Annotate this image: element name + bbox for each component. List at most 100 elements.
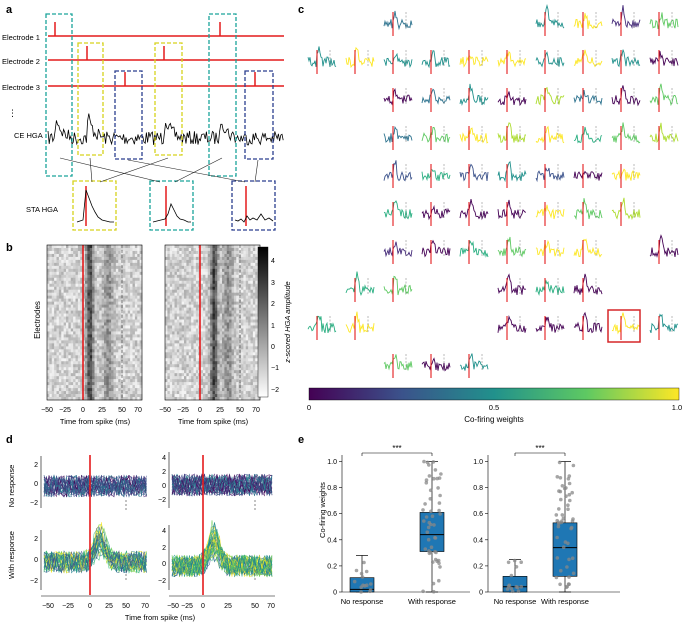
data-point: [433, 535, 437, 540]
e-ytick: 0.8: [473, 485, 483, 492]
electrode-trace: [535, 86, 565, 112]
data-point: [571, 517, 575, 521]
ce-hga-label: CE HGA: [14, 131, 43, 140]
b-xticks-right: −50 −25 0 25 50 70: [159, 407, 260, 414]
data-point: [571, 571, 576, 576]
data-point: [555, 475, 560, 479]
data-point: [507, 583, 512, 588]
d-ytick: 0: [34, 557, 38, 564]
data-point: [566, 477, 571, 481]
data-point: [429, 509, 433, 514]
panel-c: 0 0.5 1.0 Co-firing weights: [307, 3, 682, 424]
electrode-trace: [421, 202, 451, 226]
electrode-trace: [649, 12, 679, 36]
electrode-trace: [611, 197, 641, 226]
electrode-trace: [611, 49, 641, 74]
data-point: [424, 515, 429, 519]
data-point: [561, 545, 566, 549]
data-point: [567, 492, 572, 497]
response-trace: [171, 522, 273, 577]
data-point: [431, 589, 436, 594]
data-point: [568, 498, 572, 503]
data-point: [433, 468, 438, 472]
data-point: [427, 549, 431, 553]
data-point: [430, 514, 435, 518]
electrode-trace: [383, 50, 413, 74]
electrode-trace: [535, 3, 565, 36]
electrode-trace: [611, 5, 641, 36]
response-trace: [171, 473, 273, 496]
b-xlabel-right: Time from spike (ms): [178, 417, 249, 426]
e-ytick: 0.6: [327, 511, 337, 518]
data-point: [566, 582, 571, 586]
data-point: [359, 590, 363, 594]
data-point: [567, 481, 572, 486]
data-point: [423, 502, 427, 506]
d-ytick: −2: [30, 578, 38, 585]
data-point: [368, 589, 372, 594]
electrode-trace: [535, 125, 565, 150]
e-ytick: 0.2: [473, 563, 483, 570]
panel-d: No response With response 2 0 −2 2 0 −2 …: [7, 452, 275, 622]
electrode-trace: [383, 125, 413, 150]
electrode-trace: [649, 234, 679, 264]
data-point: [433, 549, 437, 554]
data-point: [364, 569, 369, 574]
electrode-trace: [459, 83, 489, 112]
cbar-tick: 0.5: [489, 403, 499, 412]
data-point: [559, 568, 563, 573]
d-ytick: −2: [158, 497, 166, 504]
electrode-trace: [611, 122, 641, 150]
electrode-trace: [573, 126, 603, 150]
data-point: [512, 558, 517, 563]
b-xtick: −25: [177, 407, 189, 414]
electrode-trace: [421, 50, 451, 74]
b-xtick: 50: [118, 407, 126, 414]
electrode-trace: [611, 164, 641, 188]
data-point: [369, 582, 373, 586]
panel-e: Co-firing weights 0 0.2 0.4 0.6 0.8 1.0 No res…: [318, 444, 620, 606]
data-point: [432, 476, 436, 481]
sta-hga-label: STA HGA: [26, 205, 58, 214]
d-ytick: 2: [162, 545, 166, 552]
d-markers: [89, 455, 256, 595]
e-ytick: 0.6: [473, 511, 483, 518]
b-xtick: 50: [236, 407, 244, 414]
data-point: [426, 537, 431, 542]
d-xtick: 70: [267, 603, 275, 610]
d-xticks-right: −50 −25 0 25 50 70: [167, 603, 275, 610]
response-trace: [43, 543, 147, 574]
sta-traces: [76, 186, 274, 226]
response-trace: [43, 532, 147, 573]
data-point: [560, 513, 565, 517]
electrode-trace: [649, 50, 679, 74]
significance-label: ***: [392, 444, 401, 453]
electrode-trace: [383, 160, 413, 188]
response-trace: [43, 542, 147, 574]
data-point: [424, 478, 429, 482]
data-point: [555, 556, 560, 560]
response-trace: [43, 474, 147, 497]
b-xtick: −25: [59, 407, 71, 414]
box-iqr: [552, 522, 578, 577]
cbar-tick: 3: [271, 280, 275, 287]
data-point: [556, 522, 561, 526]
data-point: [359, 571, 364, 576]
d-yticks-right: 4 2 0 −2 4 2 0 −2: [158, 455, 166, 585]
e-xtick: No response: [341, 597, 384, 606]
electrode-3-label: Electrode 3: [2, 83, 40, 92]
electrode-trace: [459, 50, 489, 74]
ellipsis-label: ⋮: [8, 108, 17, 118]
d-xticks-left: −50 −25 0 25 50 70: [42, 603, 149, 610]
electrode-trace: [421, 88, 451, 112]
data-point: [557, 460, 562, 465]
e-ytick: 0: [479, 590, 483, 597]
electrode-trace: [573, 49, 603, 74]
significance-label: ***: [535, 444, 544, 453]
response-trace: [171, 473, 273, 496]
e-ytick: 0.8: [327, 485, 337, 492]
data-point: [438, 512, 443, 516]
data-point: [560, 484, 565, 488]
response-trace: [43, 522, 147, 574]
heatmap-right: [165, 245, 261, 401]
